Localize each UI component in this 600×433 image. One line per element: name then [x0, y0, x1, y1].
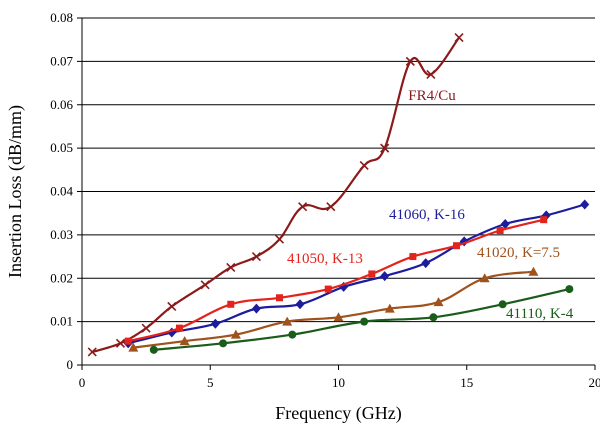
- y-tick-label: 0.03: [50, 227, 73, 242]
- y-tick-label: 0.08: [50, 10, 73, 25]
- y-tick-label: 0.05: [50, 140, 73, 155]
- data-point: [498, 300, 507, 309]
- y-axis-title: Insertion Loss (dB/mm): [5, 105, 26, 278]
- data-point: [380, 271, 390, 282]
- data-point: [580, 199, 590, 210]
- data-point: [298, 202, 308, 212]
- data-point: [149, 345, 158, 354]
- data-point: [479, 273, 490, 283]
- data-point: [179, 336, 190, 346]
- data-point: [380, 143, 390, 153]
- data-point: [219, 339, 228, 348]
- data-point: [360, 317, 369, 326]
- x-axis-title: Frequency (GHz): [275, 403, 401, 424]
- data-point: [124, 337, 132, 345]
- data-point: [433, 297, 444, 307]
- series-label: 41060, K-16: [389, 207, 465, 223]
- data-point: [230, 329, 241, 339]
- data-point: [227, 300, 235, 308]
- data-point: [496, 227, 504, 235]
- data-point: [141, 323, 151, 333]
- series-line: [91, 36, 460, 354]
- data-point: [452, 242, 460, 250]
- series-41110-k-4: [149, 285, 574, 354]
- series-label: FR4/Cu: [408, 88, 456, 104]
- data-point: [251, 251, 261, 262]
- data-point: [454, 32, 464, 43]
- series-line: [127, 203, 586, 345]
- x-tick-label: 0: [79, 375, 86, 390]
- data-point: [200, 280, 210, 290]
- data-point: [282, 316, 293, 326]
- data-point: [115, 338, 126, 348]
- y-tick-label: 0.02: [50, 270, 73, 285]
- series-label: 41020, K=7.5: [477, 245, 560, 261]
- grid: [82, 17, 595, 323]
- series-fr4-cu: [87, 32, 464, 357]
- series: [87, 32, 590, 357]
- data-point: [368, 270, 376, 278]
- data-point: [274, 234, 285, 244]
- data-point: [421, 258, 431, 269]
- data-point: [528, 266, 539, 276]
- series-label: 41110, K-4: [506, 306, 574, 322]
- series-labels: FR4/Cu 41060, K-16 41050, K-13 41020, K=7.5…: [287, 88, 574, 322]
- data-point: [540, 216, 548, 224]
- data-point: [276, 294, 284, 302]
- y-tick-label: 0: [67, 357, 74, 372]
- data-point: [167, 301, 177, 312]
- x-tick-label: 15: [460, 375, 473, 390]
- data-point: [409, 253, 417, 261]
- data-point: [500, 219, 510, 230]
- data-point: [426, 69, 436, 79]
- series-label: 41050, K-13: [287, 251, 363, 267]
- series-line: [127, 218, 544, 343]
- data-point: [429, 313, 438, 322]
- data-point: [175, 324, 183, 332]
- data-point: [326, 202, 336, 212]
- data-point: [405, 56, 415, 66]
- y-tick-label: 0.01: [50, 314, 73, 329]
- data-point: [128, 342, 139, 352]
- y-tick-label: 0.06: [50, 97, 73, 112]
- data-point: [359, 160, 369, 171]
- data-point: [384, 303, 395, 313]
- y-tick-label: 0.07: [50, 53, 73, 68]
- series-41050-k-13: [124, 216, 548, 345]
- data-point: [226, 262, 236, 272]
- data-point: [87, 347, 97, 357]
- data-point: [210, 318, 220, 329]
- series-41020-k-7-5: [128, 266, 539, 352]
- y-tick-label: 0.04: [50, 184, 73, 199]
- axes: 0 0.01 0.02 0.03 0.04 0.05 0.06 0.07 0.08 0 5 10 15 2…: [50, 10, 600, 390]
- x-tick-label: 10: [332, 375, 345, 390]
- data-point: [333, 312, 344, 322]
- x-tick-label: 5: [207, 375, 214, 390]
- data-point: [251, 303, 261, 314]
- data-point: [288, 330, 297, 339]
- data-point: [324, 285, 332, 293]
- x-tick-label: 20: [589, 375, 600, 390]
- data-point: [295, 299, 305, 310]
- data-point: [565, 285, 574, 294]
